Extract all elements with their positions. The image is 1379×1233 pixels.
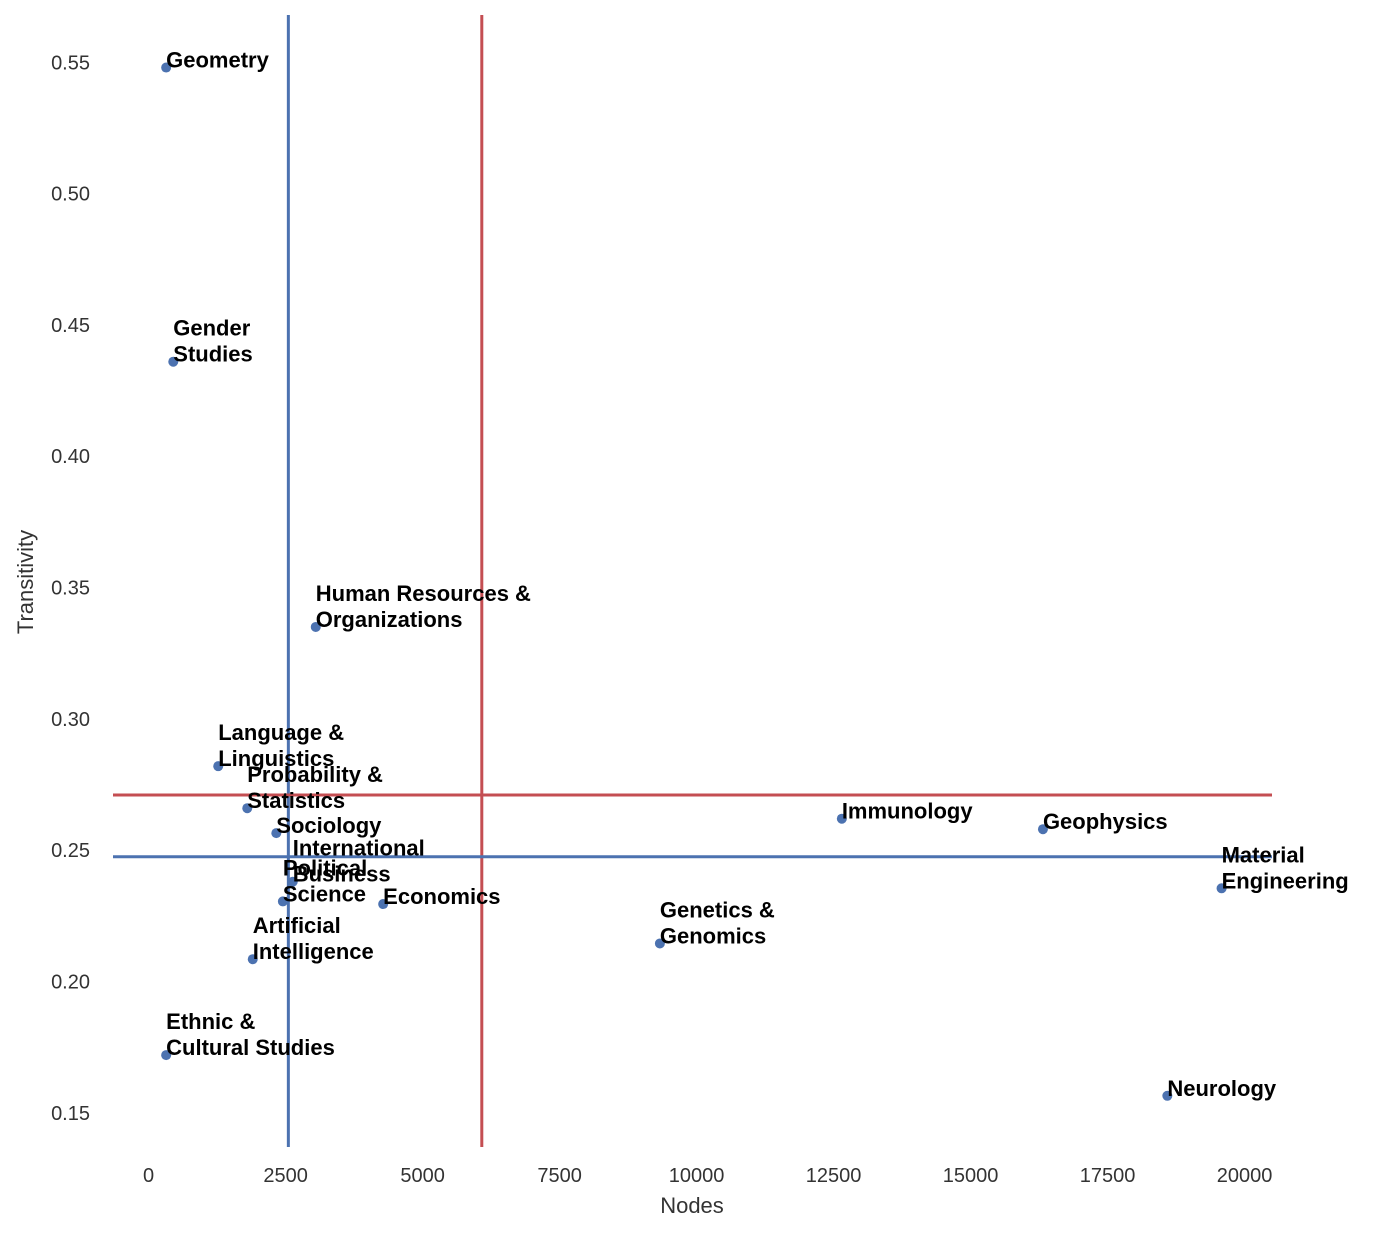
- data-point: [271, 828, 282, 839]
- data-point-label: Artificial Intelligence: [253, 913, 374, 964]
- x-tick-label: 7500: [537, 1165, 582, 1187]
- data-point: [247, 954, 258, 965]
- x-tick-label: 10000: [669, 1165, 725, 1187]
- data-point: [1162, 1090, 1173, 1101]
- y-axis-ticks: 0.15 0.20 0.25 0.30 0.35 0.40 0.45 0.50 0.55: [51, 52, 90, 1125]
- y-tick-label: 0.15: [51, 1103, 90, 1125]
- x-tick-label: 20000: [1217, 1165, 1273, 1187]
- data-point-label: Neurology: [1167, 1076, 1277, 1101]
- data-point: [277, 896, 288, 907]
- data-point-label: Probability & Statistics: [247, 762, 383, 813]
- data-point: [836, 813, 847, 824]
- data-point-label: Political Science: [283, 855, 367, 906]
- data-point-label: Immunology: [842, 799, 974, 824]
- data-point-label: Geometry: [166, 48, 269, 73]
- y-axis-title: Transitivity: [13, 530, 38, 634]
- data-point-label: Language & Linguistics: [218, 720, 344, 771]
- data-point: [168, 356, 179, 367]
- x-tick-label: 0: [143, 1165, 154, 1187]
- data-point-label: International Business: [293, 836, 425, 887]
- x-axis-title: Nodes: [660, 1193, 724, 1218]
- y-tick-label: 0.40: [51, 446, 90, 468]
- y-tick-label: 0.55: [51, 52, 90, 74]
- data-point: [161, 1050, 172, 1061]
- data-point: [242, 803, 253, 814]
- data-point-label: Human Resources & Organizations: [316, 581, 531, 632]
- data-point: [161, 62, 172, 73]
- data-point: [654, 938, 665, 949]
- y-tick-label: 0.45: [51, 315, 90, 337]
- data-point-label: Ethnic & Cultural Studies: [166, 1009, 335, 1060]
- y-tick-label: 0.35: [51, 578, 90, 600]
- data-point: [1037, 824, 1048, 835]
- data-point-label: Geophysics: [1043, 809, 1168, 834]
- data-point: [213, 761, 224, 772]
- data-point-label: Material Engineering: [1222, 842, 1349, 893]
- data-point-label: Genetics & Genomics: [660, 897, 775, 948]
- y-tick-label: 0.30: [51, 709, 90, 731]
- x-tick-label: 15000: [943, 1165, 999, 1187]
- x-tick-label: 5000: [400, 1165, 445, 1187]
- data-point-label: Gender Studies: [173, 316, 252, 367]
- x-tick-label: 2500: [263, 1165, 308, 1187]
- y-tick-label: 0.20: [51, 972, 90, 994]
- data-point: [287, 876, 298, 887]
- data-point-label: Sociology: [276, 813, 382, 838]
- data-point: [378, 899, 389, 910]
- data-point-label: Economics: [383, 884, 500, 909]
- x-tick-label: 17500: [1080, 1165, 1136, 1187]
- y-tick-label: 0.50: [51, 184, 90, 206]
- x-tick-label: 12500: [806, 1165, 862, 1187]
- data-points: Geometry Gender Studies Human Resources & Or…: [161, 48, 1349, 1101]
- data-point: [1216, 883, 1227, 894]
- data-point: [310, 621, 321, 632]
- y-tick-label: 0.25: [51, 840, 90, 862]
- x-axis-ticks: 0 2500 5000 7500 10000 12500 15000 17500 20000: [143, 1165, 1272, 1187]
- reference-lines: [113, 15, 1272, 1147]
